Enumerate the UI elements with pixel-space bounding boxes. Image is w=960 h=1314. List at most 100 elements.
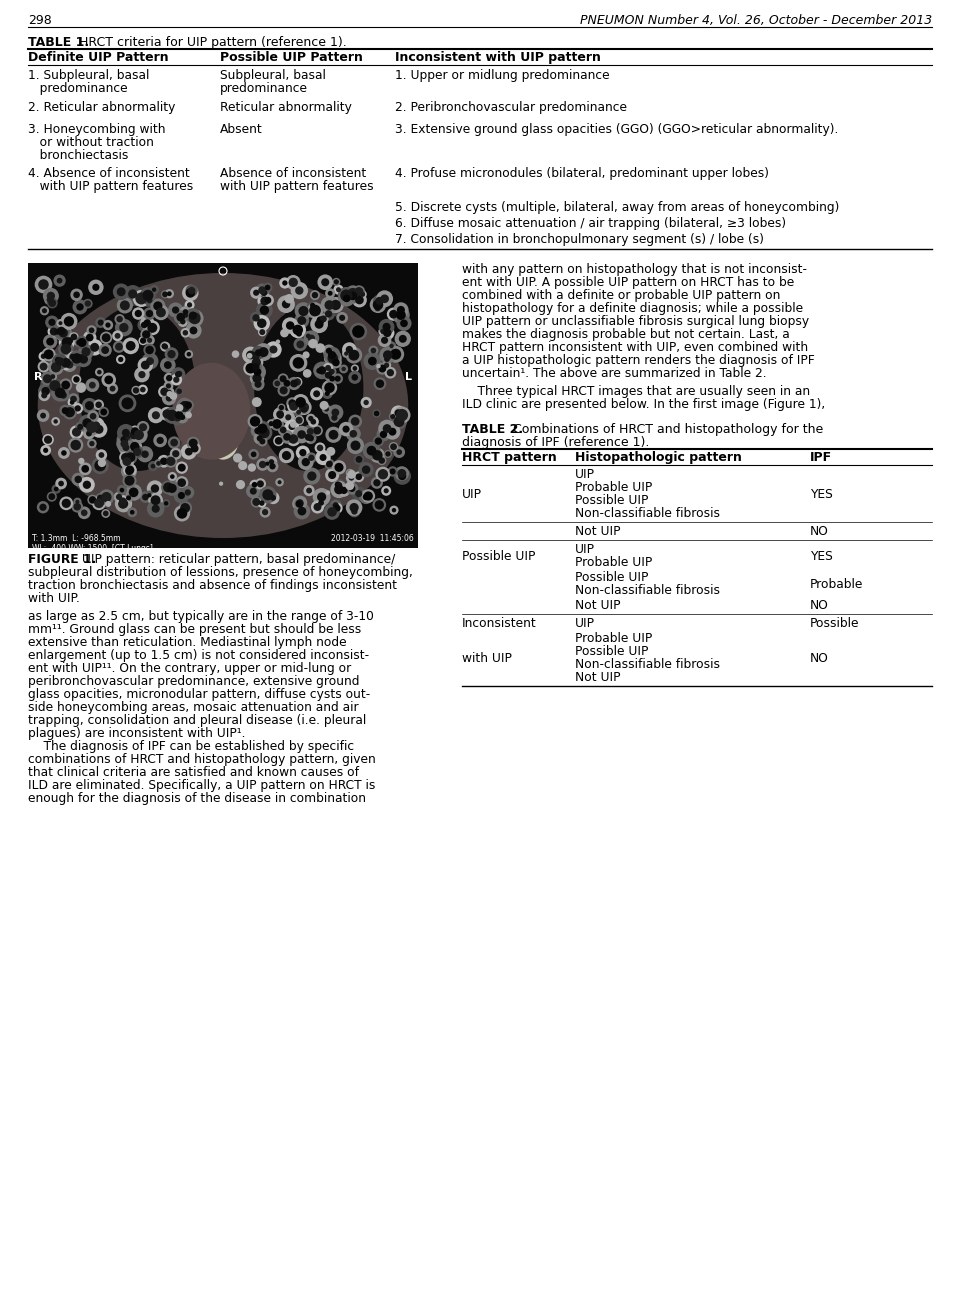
Circle shape: [281, 410, 295, 424]
Circle shape: [324, 392, 330, 396]
Circle shape: [147, 493, 152, 498]
Circle shape: [53, 322, 70, 339]
Circle shape: [170, 474, 175, 478]
Circle shape: [258, 427, 270, 439]
Circle shape: [387, 342, 396, 351]
Circle shape: [70, 396, 77, 402]
Circle shape: [355, 473, 362, 480]
Circle shape: [184, 350, 193, 359]
Circle shape: [332, 277, 341, 286]
Circle shape: [116, 432, 132, 447]
Circle shape: [115, 319, 132, 336]
Circle shape: [165, 289, 174, 298]
Text: Histopathologic pattern: Histopathologic pattern: [575, 451, 742, 464]
Circle shape: [310, 315, 328, 334]
Circle shape: [285, 414, 291, 420]
Circle shape: [286, 275, 300, 290]
Circle shape: [138, 385, 148, 394]
Circle shape: [334, 463, 344, 472]
Text: 3. Extensive ground glass opacities (GGO) (GGO>reticular abnormality).: 3. Extensive ground glass opacities (GGO…: [395, 124, 838, 137]
Circle shape: [99, 343, 111, 356]
Circle shape: [162, 344, 168, 350]
Circle shape: [348, 470, 352, 476]
Circle shape: [99, 452, 105, 457]
Circle shape: [61, 499, 71, 509]
Circle shape: [151, 495, 160, 505]
Circle shape: [166, 392, 173, 397]
Circle shape: [144, 319, 151, 327]
Text: HRCT pattern: HRCT pattern: [462, 451, 557, 464]
Circle shape: [157, 455, 170, 468]
Ellipse shape: [207, 419, 239, 460]
Circle shape: [86, 431, 92, 436]
Circle shape: [391, 406, 406, 420]
Circle shape: [140, 328, 152, 340]
Circle shape: [91, 457, 108, 474]
Circle shape: [296, 331, 302, 336]
Circle shape: [292, 497, 307, 511]
Circle shape: [364, 491, 372, 501]
Circle shape: [390, 344, 394, 348]
Circle shape: [361, 397, 372, 409]
Circle shape: [133, 430, 144, 440]
Circle shape: [396, 315, 412, 331]
Circle shape: [323, 363, 333, 373]
Circle shape: [337, 482, 343, 487]
Circle shape: [320, 401, 328, 410]
Circle shape: [293, 426, 310, 443]
Text: YES: YES: [810, 549, 832, 562]
Text: ILD clinic are presented below. In the first image (Figure 1),: ILD clinic are presented below. In the f…: [462, 398, 826, 411]
Circle shape: [300, 405, 308, 414]
Circle shape: [152, 505, 159, 512]
Circle shape: [250, 360, 262, 373]
Text: UIP: UIP: [575, 543, 595, 556]
Circle shape: [389, 310, 397, 318]
Circle shape: [324, 382, 335, 393]
Circle shape: [141, 322, 148, 328]
Circle shape: [86, 326, 97, 335]
Circle shape: [380, 431, 387, 438]
Circle shape: [132, 386, 140, 396]
Circle shape: [82, 465, 89, 473]
Circle shape: [299, 306, 308, 317]
Circle shape: [339, 290, 355, 306]
Circle shape: [270, 463, 276, 469]
Circle shape: [310, 419, 316, 424]
Circle shape: [76, 340, 82, 346]
Circle shape: [320, 315, 326, 322]
Circle shape: [250, 355, 263, 369]
Circle shape: [66, 338, 73, 344]
Text: Inconsistent with UIP pattern: Inconsistent with UIP pattern: [395, 51, 601, 64]
Circle shape: [297, 499, 303, 506]
Circle shape: [82, 398, 97, 414]
Circle shape: [40, 445, 51, 456]
Circle shape: [329, 413, 340, 423]
Circle shape: [40, 353, 46, 359]
Circle shape: [350, 364, 359, 372]
Circle shape: [375, 380, 384, 388]
Circle shape: [162, 410, 172, 418]
Circle shape: [39, 306, 49, 315]
Circle shape: [289, 277, 298, 286]
Circle shape: [363, 494, 370, 501]
Circle shape: [103, 511, 108, 516]
Circle shape: [50, 327, 58, 335]
Circle shape: [76, 499, 80, 503]
Circle shape: [257, 293, 273, 309]
Text: Possible UIP: Possible UIP: [462, 549, 536, 562]
Circle shape: [35, 276, 53, 293]
Circle shape: [387, 369, 394, 376]
Circle shape: [387, 307, 400, 321]
Circle shape: [160, 407, 174, 420]
Text: or without traction: or without traction: [28, 137, 154, 148]
Circle shape: [289, 434, 299, 444]
Text: combined with a definite or probable UIP pattern on: combined with a definite or probable UIP…: [462, 289, 780, 302]
Circle shape: [231, 351, 239, 357]
Circle shape: [76, 304, 84, 310]
Circle shape: [95, 497, 107, 509]
Circle shape: [89, 382, 96, 389]
Circle shape: [303, 424, 318, 439]
Circle shape: [394, 447, 405, 459]
Circle shape: [340, 289, 352, 302]
Circle shape: [352, 285, 365, 298]
